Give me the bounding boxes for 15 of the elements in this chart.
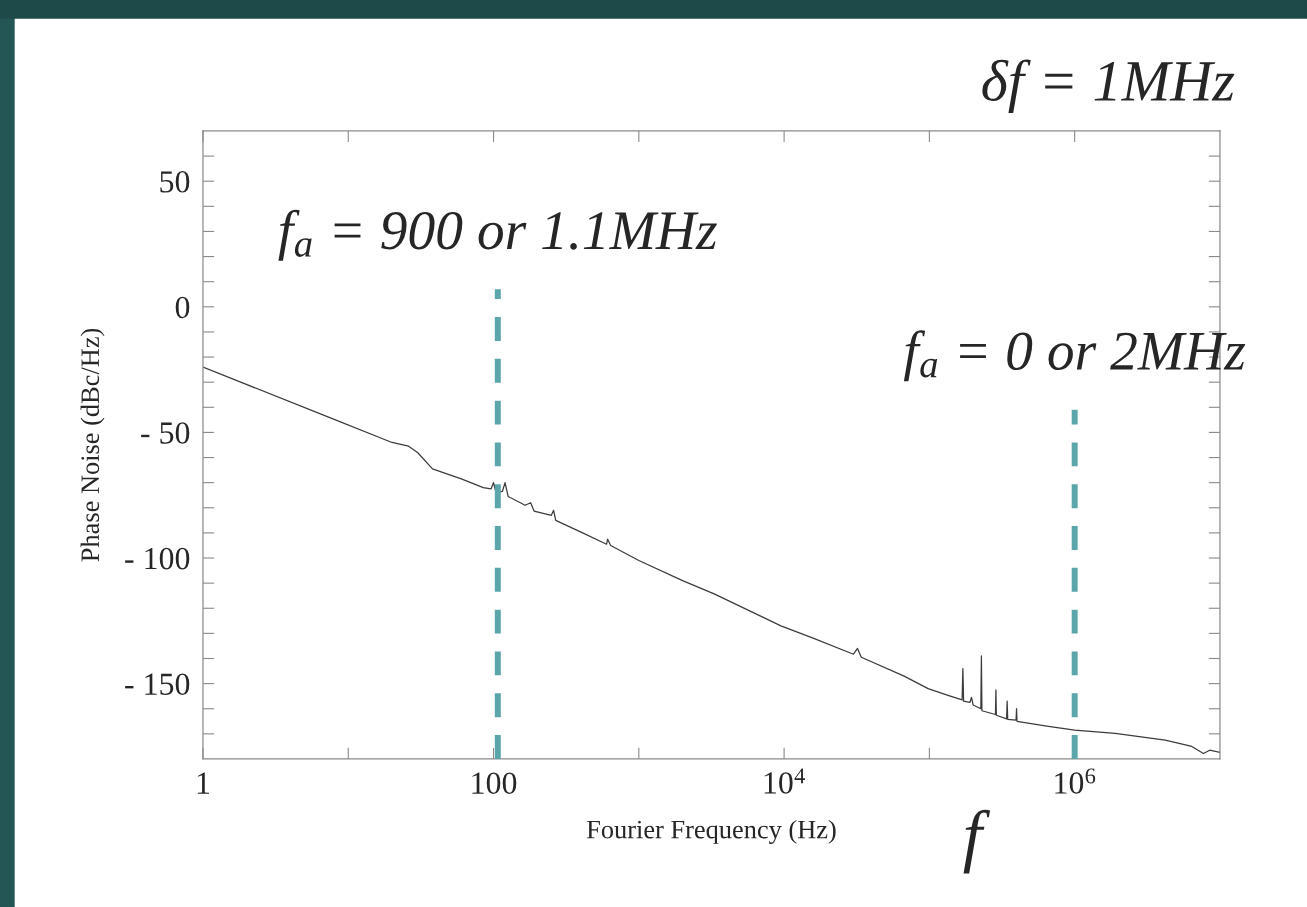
annotation: f$_{a}$ = 0 or 2MHz	[903, 330, 1246, 382]
y-tick-label: 0	[175, 296, 190, 319]
x-tick-label: 1	[197, 772, 210, 794]
x-tick-label: 10$^{6}$	[1055, 768, 1096, 794]
y-tick-label: 50	[160, 171, 190, 193]
x-axis-title: Fourier Frequency (Hz)	[586, 819, 836, 844]
y-tick-label: - 100	[125, 547, 190, 570]
y-tick-label: - 150	[125, 673, 190, 696]
x-tick-label: 100	[472, 772, 517, 794]
x-tick-label: 10$^{4}$	[764, 768, 805, 794]
y-axis-title: Phase Noise (dBc/Hz)	[80, 328, 105, 562]
y-tick-label: - 50	[141, 422, 190, 444]
text: f	[963, 809, 991, 874]
annotation: f$_{a}$ = 900 or 1.1MHz	[278, 209, 717, 261]
text: δf = 1MHz	[982, 59, 1235, 113]
